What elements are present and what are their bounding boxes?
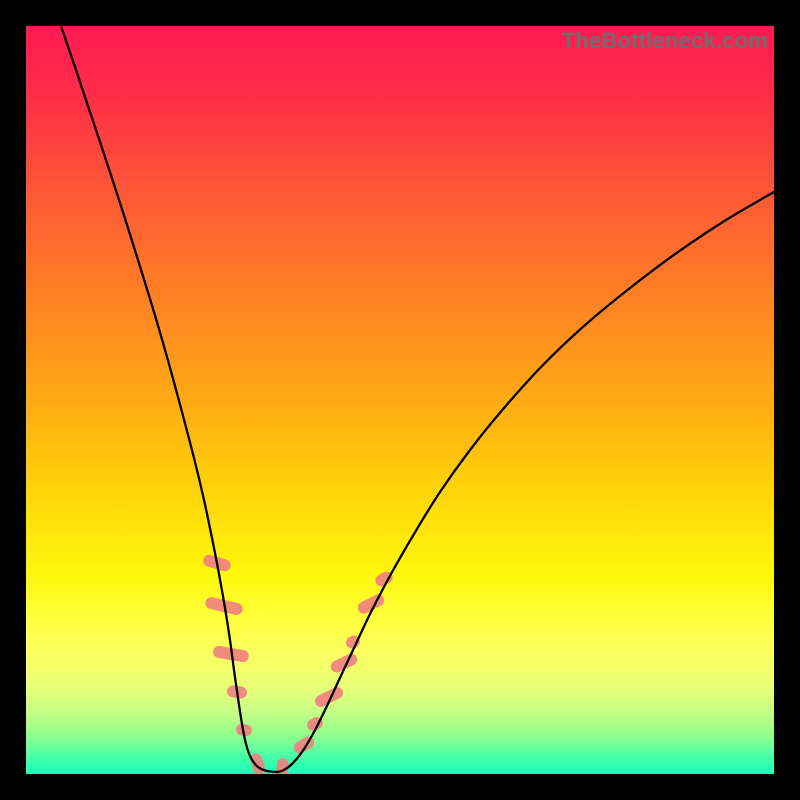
bottleneck-curve: [26, 26, 774, 774]
chart-frame: TheBottleneck.com: [0, 0, 800, 800]
curve-marker: [291, 734, 316, 755]
curve-markers: [202, 553, 395, 774]
curve-marker: [313, 685, 345, 709]
plot-area: TheBottleneck.com: [26, 26, 774, 774]
curve-right-branch: [278, 192, 774, 772]
